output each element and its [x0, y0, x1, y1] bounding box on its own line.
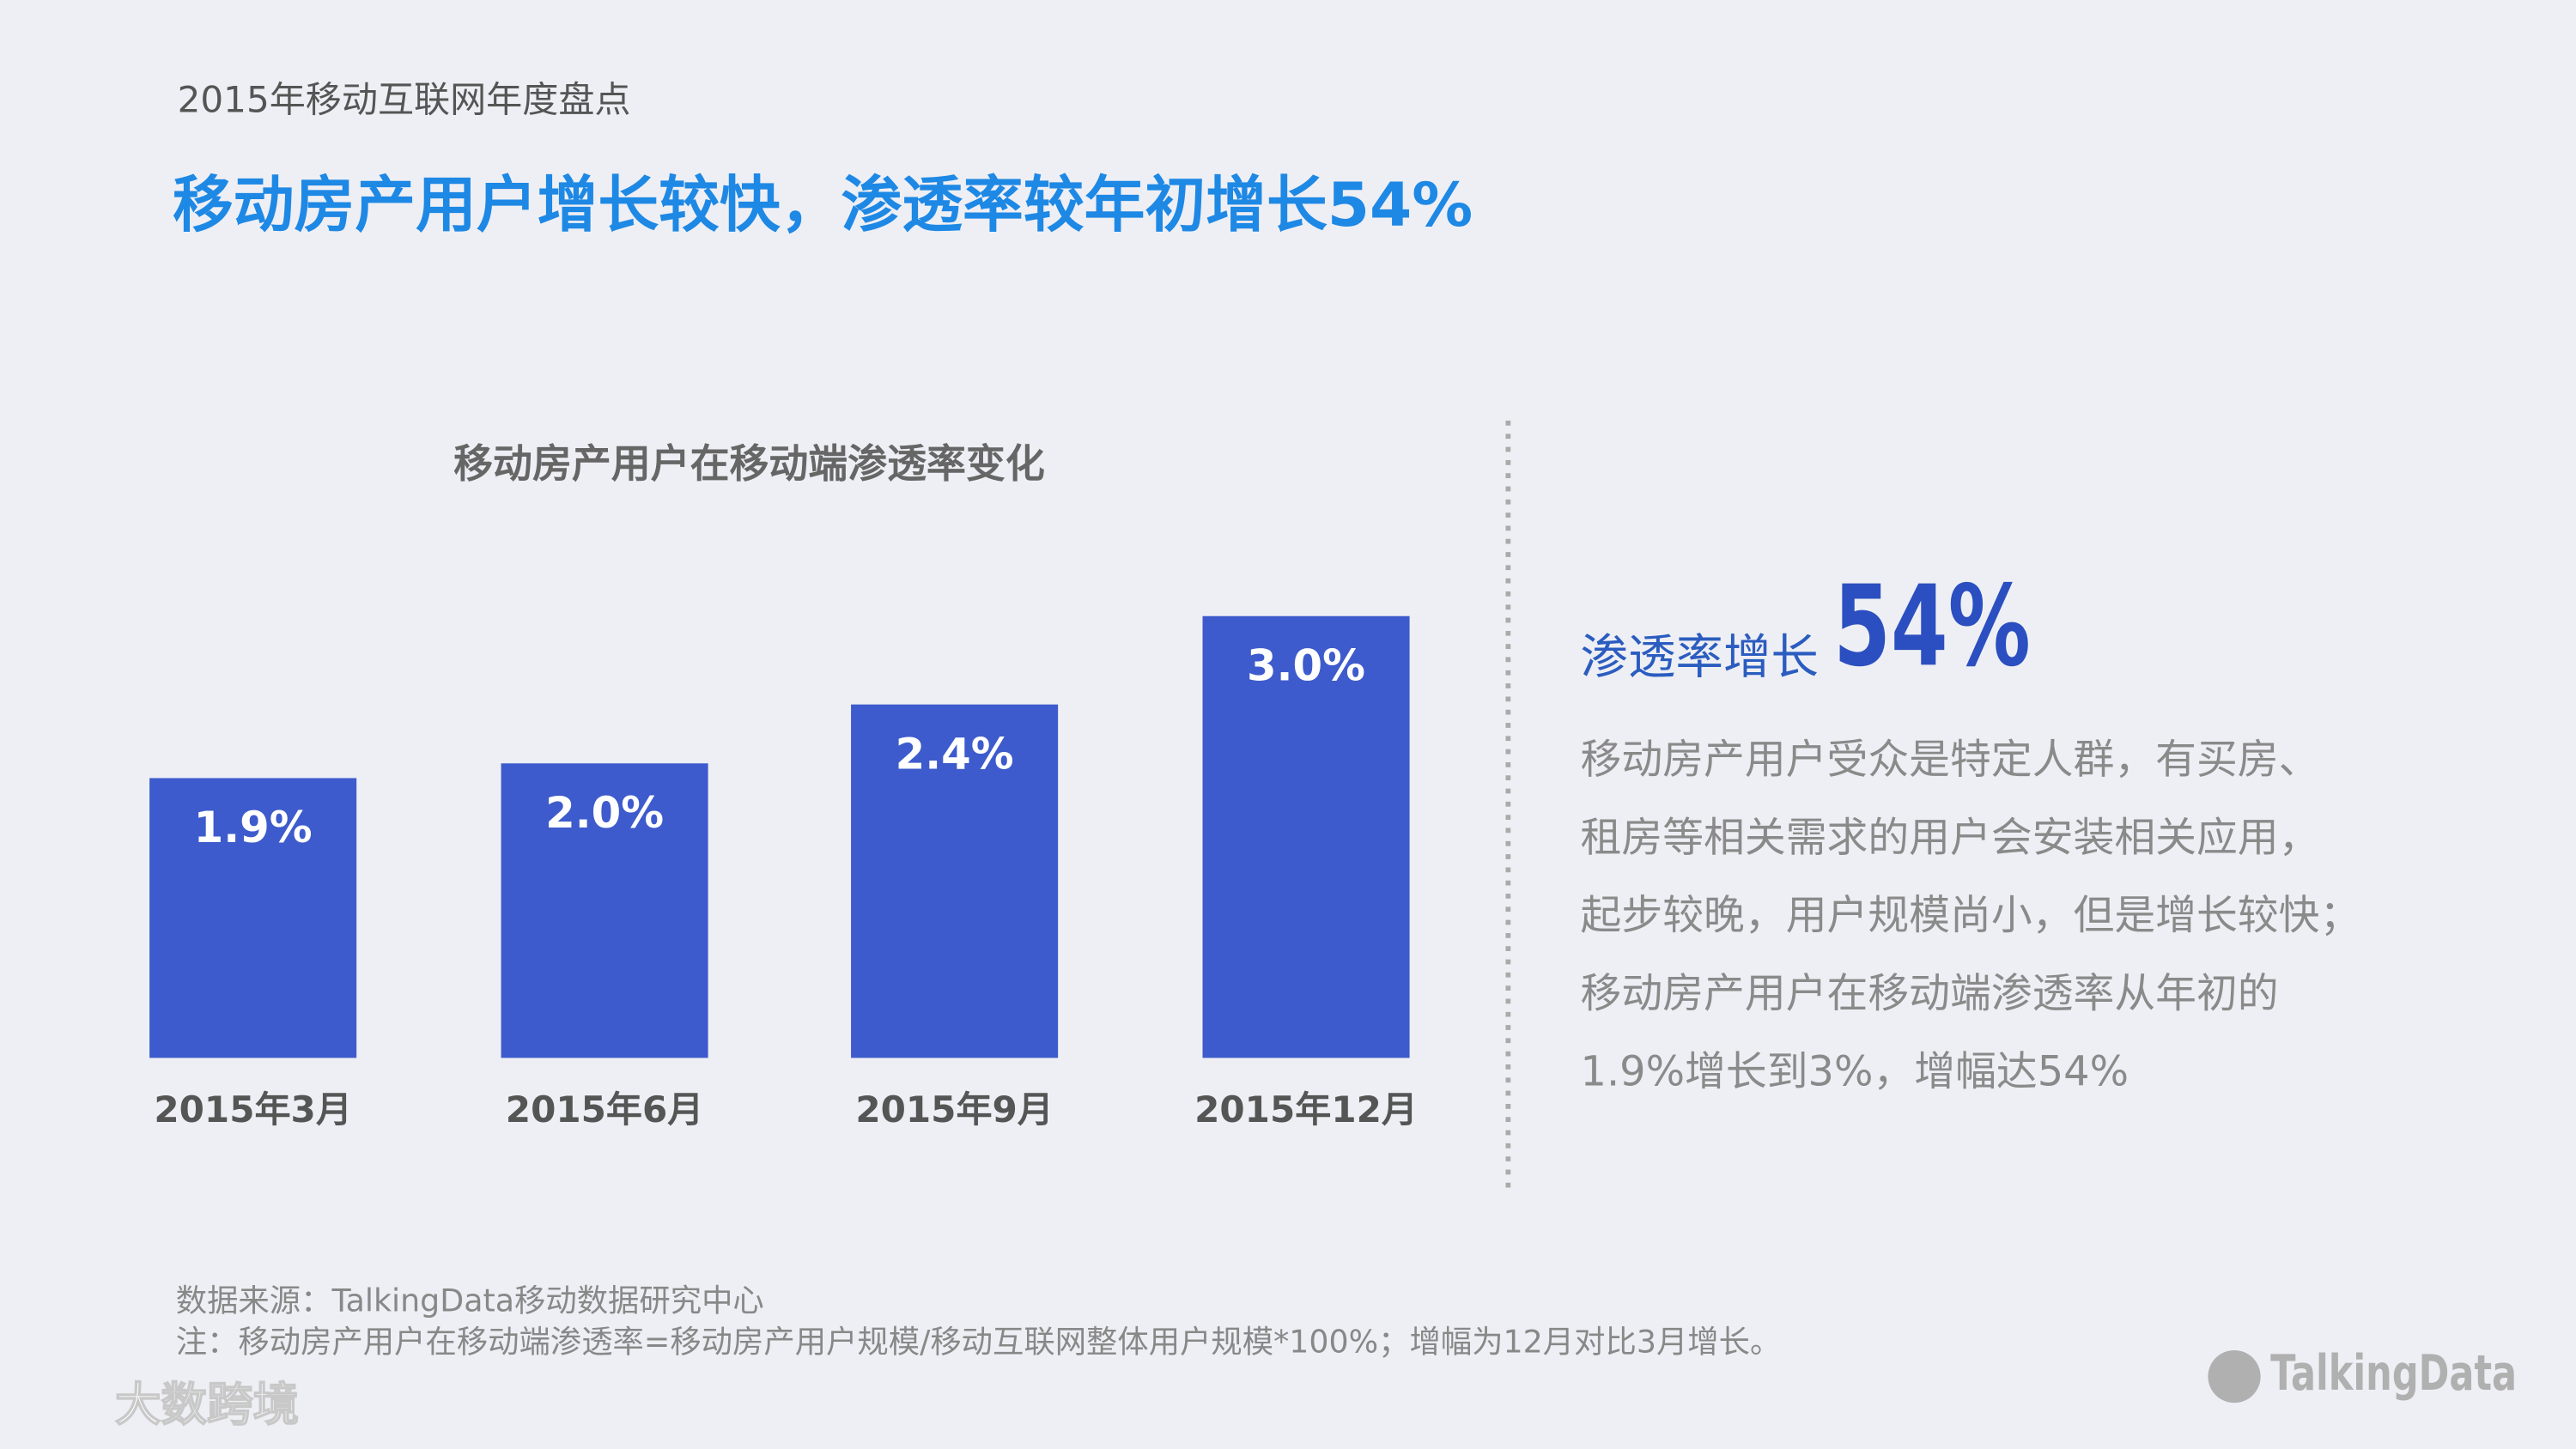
sidebar-line: 1.9%增长到3%，增幅达54% — [1581, 1049, 2129, 1096]
logo: TalkingData — [2270, 1344, 2517, 1402]
sidebar-lead: 渗透率增长 — [1581, 631, 1819, 686]
data-label: 2.4% — [896, 729, 1014, 779]
sidebar-line: 移动房产用户在移动端渗透率从年初的 — [1581, 971, 2279, 1018]
x-tick-label: 2015年9月 — [855, 1088, 1054, 1131]
bar — [1202, 615, 1410, 1058]
logo-icon — [2208, 1349, 2261, 1404]
note: 注：移动房产用户在移动端渗透率=移动房产用户规模/移动互联网整体用户规模*100… — [176, 1323, 1782, 1360]
sidebar-line: 移动房产用户受众是特定人群，有买房、 — [1581, 737, 2320, 784]
source: 数据来源：TalkingData移动数据研究中心 — [176, 1282, 764, 1319]
x-tick-label: 2015年6月 — [506, 1088, 704, 1131]
sidebar-text: 移动房产用户受众是特定人群，有买房、租房等相关需求的用户会安装相关应用， 起步较晚… — [1581, 737, 2361, 1096]
chart-title: 移动房产用户在移动端渗透率变化 — [453, 440, 1045, 487]
watermark: 大数跨境 — [115, 1378, 299, 1432]
data-label: 3.0% — [1247, 640, 1365, 690]
bar — [149, 778, 357, 1058]
sidebar-line: 租房等相关需求的用户会安装相关应用， — [1581, 815, 2320, 862]
bar-chart: 1.9% 2015年3月 2.0% 2015年6月 2.4% 2015年9月 3.0% 201… — [149, 615, 1418, 1131]
bar — [851, 704, 1059, 1058]
x-tick-label: 2015年12月 — [1194, 1088, 1418, 1131]
bar — [501, 763, 708, 1058]
sidebar-highlight: 54% — [1833, 561, 2031, 691]
data-label: 2.0% — [545, 788, 664, 838]
slide-subtitle: 2015年移动互联网年度盘点 — [178, 78, 631, 120]
x-tick-label: 2015年3月 — [154, 1088, 352, 1131]
slide-title: 移动房产用户增长较快，渗透率较年初增长54% — [173, 169, 1473, 240]
data-label: 1.9% — [194, 803, 313, 852]
sidebar-line: 起步较晚，用户规模尚小，但是增长较快； — [1581, 893, 2361, 940]
